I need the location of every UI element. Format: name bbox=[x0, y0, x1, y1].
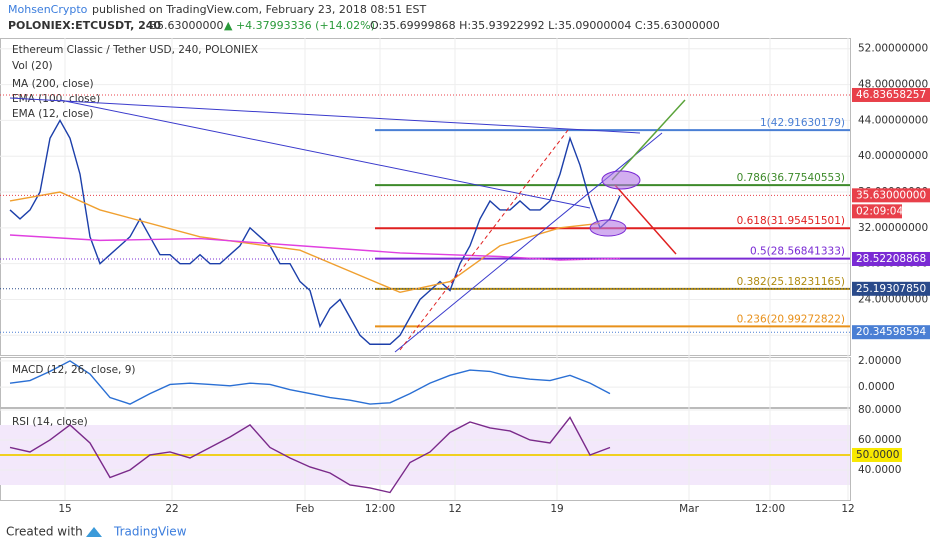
x-tick-label: 19 bbox=[550, 503, 563, 515]
chart-title: Ethereum Classic / Tether USD, 240, POLO… bbox=[12, 44, 258, 56]
rsi-mid-tag bbox=[852, 447, 902, 462]
arrow-up bbox=[611, 99, 686, 181]
legend-entry: MA (200, close) bbox=[12, 78, 94, 90]
macd-line bbox=[9, 360, 611, 405]
x-tick-label: Feb bbox=[296, 503, 315, 515]
main-frame bbox=[0, 38, 851, 356]
price-tag bbox=[852, 188, 930, 203]
footer-brand[interactable]: TradingView bbox=[113, 525, 187, 539]
rsi-mid-label: 50.0000 bbox=[856, 449, 899, 461]
arrow-down bbox=[614, 184, 677, 255]
published: published on TradingView.com, February 2… bbox=[92, 3, 426, 16]
fib-label: 1(42.91630179) bbox=[760, 117, 845, 129]
highlight bbox=[589, 219, 627, 237]
trendline bbox=[394, 132, 663, 353]
symbol: POLONIEX:ETCUSDT, 240 bbox=[8, 19, 161, 32]
price-tag bbox=[852, 325, 930, 340]
price-tag-label: 20.34598594 bbox=[856, 326, 926, 338]
last: 35.63000000 bbox=[150, 19, 223, 32]
price-line bbox=[9, 191, 601, 294]
x-tick-label: 15 bbox=[58, 503, 71, 515]
logo bbox=[86, 527, 102, 537]
y-tick-label: 60.0000 bbox=[858, 434, 901, 446]
fib-label: 0.618(31.95451501) bbox=[737, 215, 845, 227]
price-tag-label: 25.19307850 bbox=[856, 283, 926, 295]
legend-volume: Vol (20) bbox=[12, 60, 53, 72]
fib-label: 0.236(20.99272822) bbox=[737, 313, 845, 325]
countdown: 02:09:04 bbox=[856, 205, 903, 217]
price-line bbox=[9, 118, 621, 345]
price-tag-label: 28.52208868 bbox=[856, 253, 926, 265]
countdown-tag bbox=[852, 204, 902, 219]
y-tick-label: 44.00000000 bbox=[858, 114, 928, 126]
y-tick-label: 52.00000000 bbox=[858, 43, 928, 55]
fib-label: 0.786(36.77540553) bbox=[737, 172, 845, 184]
highlight bbox=[601, 170, 641, 190]
x-tick-label: 12 bbox=[841, 503, 854, 515]
price-line bbox=[9, 234, 621, 261]
fib-label: 0.5(28.56841333) bbox=[750, 246, 845, 258]
x-tick-label: 12:00 bbox=[755, 503, 785, 515]
y-tick-label: 0.0000 bbox=[858, 381, 895, 393]
change: ▲ +4.37993336 (+14.02%) bbox=[224, 19, 375, 32]
ohlc: O:35.69999868 H:35.93922992 L:35.0900000… bbox=[370, 19, 720, 32]
x-tick-label: 22 bbox=[165, 503, 178, 515]
price-tag bbox=[852, 87, 930, 102]
legend-entry: EMA (12, close) bbox=[12, 108, 94, 120]
footer-created: Created with bbox=[6, 525, 83, 539]
trendline bbox=[59, 99, 591, 209]
rsi-label: RSI (14, close) bbox=[12, 416, 88, 428]
macd-label: MACD (12, 26, close, 9) bbox=[12, 364, 135, 376]
price-tag bbox=[852, 251, 930, 266]
author[interactable]: MohsenCrypto bbox=[8, 3, 88, 16]
x-tick-label: 12:00 bbox=[365, 503, 395, 515]
x-tick-label: Mar bbox=[679, 503, 699, 515]
trendline bbox=[9, 97, 641, 134]
y-tick-label: 2.00000 bbox=[858, 355, 901, 367]
price-tag-label: 46.83658257 bbox=[856, 89, 926, 101]
y-tick-label: 48.00000000 bbox=[858, 79, 928, 91]
y-tick-label: 80.0000 bbox=[858, 404, 901, 416]
price-tag bbox=[852, 281, 930, 296]
y-tick-label: 40.0000 bbox=[858, 464, 901, 476]
rsi-line bbox=[9, 416, 611, 494]
y-tick-label: 32.00000000 bbox=[858, 222, 928, 234]
fib-label: 0.382(25.18231165) bbox=[737, 276, 845, 288]
y-tick-label: 40.00000000 bbox=[858, 150, 928, 162]
macd-frame bbox=[0, 357, 851, 408]
price-tag-label: 35.63000000 bbox=[856, 189, 926, 201]
x-tick-label: 12 bbox=[448, 503, 461, 515]
y-tick-label: 24.00000000 bbox=[858, 293, 928, 305]
